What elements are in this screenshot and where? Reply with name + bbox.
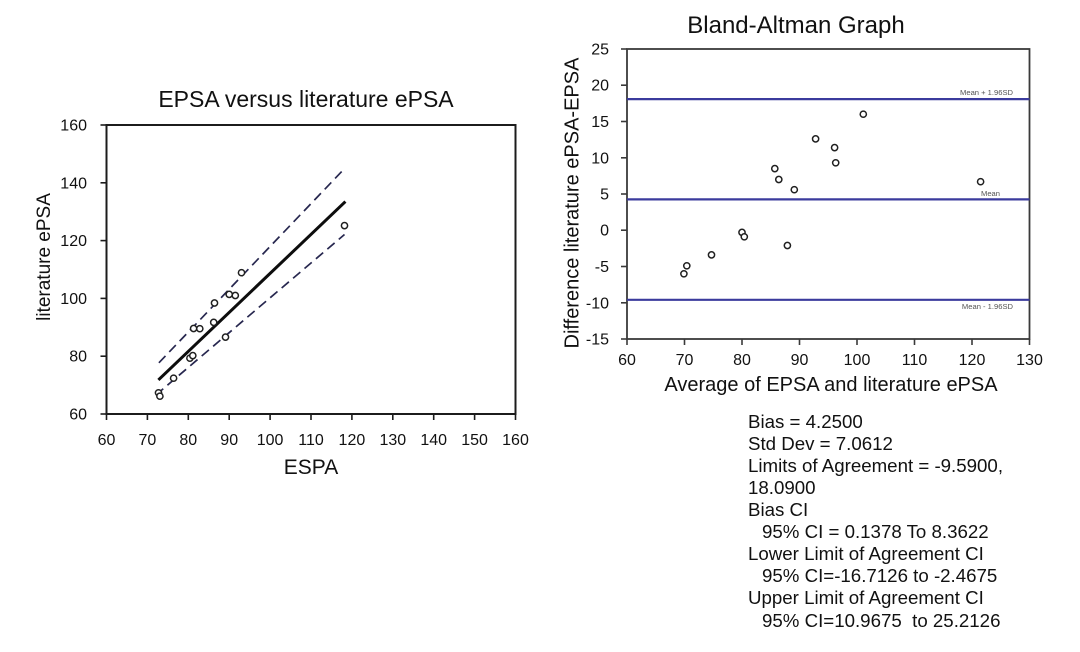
svg-text:Bias = 4.2500: Bias = 4.2500 xyxy=(748,411,863,432)
svg-text:70: 70 xyxy=(676,352,694,369)
svg-text:80: 80 xyxy=(179,432,197,449)
svg-text:80: 80 xyxy=(69,349,87,366)
svg-text:95% CI = 0.1378 To 8.3622: 95% CI = 0.1378 To 8.3622 xyxy=(762,521,989,542)
svg-text:160: 160 xyxy=(60,118,87,135)
svg-text:160: 160 xyxy=(502,432,529,449)
svg-text:80: 80 xyxy=(733,352,751,369)
svg-text:EPSA versus literature ePSA: EPSA versus literature ePSA xyxy=(158,86,454,112)
svg-text:ESPA: ESPA xyxy=(284,456,338,479)
svg-text:5: 5 xyxy=(600,187,609,204)
svg-text:60: 60 xyxy=(98,432,116,449)
svg-text:25: 25 xyxy=(591,42,609,59)
svg-text:Difference literature ePSA-EPS: Difference literature ePSA-EPSA xyxy=(562,57,584,349)
svg-text:Mean + 1.96SD: Mean + 1.96SD xyxy=(960,88,1013,97)
svg-text:Mean - 1.96SD: Mean - 1.96SD xyxy=(962,302,1014,311)
svg-text:Upper Limit of Agreement CI: Upper Limit of Agreement CI xyxy=(748,587,984,608)
svg-text:100: 100 xyxy=(844,352,871,369)
svg-text:literature ePSA: literature ePSA xyxy=(34,193,55,321)
svg-text:-5: -5 xyxy=(595,259,609,276)
svg-text:120: 120 xyxy=(959,352,986,369)
svg-text:Lower Limit of Agreement CI: Lower Limit of Agreement CI xyxy=(748,543,984,564)
svg-text:110: 110 xyxy=(902,352,928,369)
svg-text:10: 10 xyxy=(591,150,609,167)
svg-text:110: 110 xyxy=(298,432,324,449)
svg-text:Bland-Altman Graph: Bland-Altman Graph xyxy=(687,12,904,39)
svg-text:-15: -15 xyxy=(586,332,609,349)
svg-text:140: 140 xyxy=(420,432,447,449)
svg-text:140: 140 xyxy=(60,175,87,192)
svg-text:120: 120 xyxy=(339,432,366,449)
svg-text:90: 90 xyxy=(220,432,238,449)
svg-text:95% CI=-16.7126 to -2.4675: 95% CI=-16.7126 to -2.4675 xyxy=(762,565,997,586)
svg-text:Bias CI: Bias CI xyxy=(748,499,808,520)
svg-text:130: 130 xyxy=(379,432,406,449)
svg-text:100: 100 xyxy=(257,432,284,449)
svg-text:-10: -10 xyxy=(586,295,609,312)
svg-text:18.0900: 18.0900 xyxy=(748,477,816,498)
svg-text:70: 70 xyxy=(139,432,157,449)
svg-text:Average of EPSA and literature: Average of EPSA and literature ePSA xyxy=(664,374,998,396)
svg-text:90: 90 xyxy=(791,352,809,369)
svg-text:95% CI=10.9675 to 25.2126: 95% CI=10.9675 to 25.2126 xyxy=(762,610,1000,631)
svg-text:60: 60 xyxy=(618,352,636,369)
svg-text:Mean: Mean xyxy=(981,189,1000,198)
svg-text:0: 0 xyxy=(600,223,609,240)
svg-text:Limits of Agreement = -9.5900,: Limits of Agreement = -9.5900, xyxy=(748,455,1003,476)
svg-text:20: 20 xyxy=(591,78,609,95)
svg-text:150: 150 xyxy=(461,432,488,449)
svg-text:15: 15 xyxy=(591,114,609,131)
svg-text:120: 120 xyxy=(60,233,87,250)
svg-text:100: 100 xyxy=(60,291,87,308)
svg-text:Std Dev = 7.0612: Std Dev = 7.0612 xyxy=(748,433,893,454)
svg-text:60: 60 xyxy=(69,407,87,424)
svg-text:130: 130 xyxy=(1016,352,1043,369)
